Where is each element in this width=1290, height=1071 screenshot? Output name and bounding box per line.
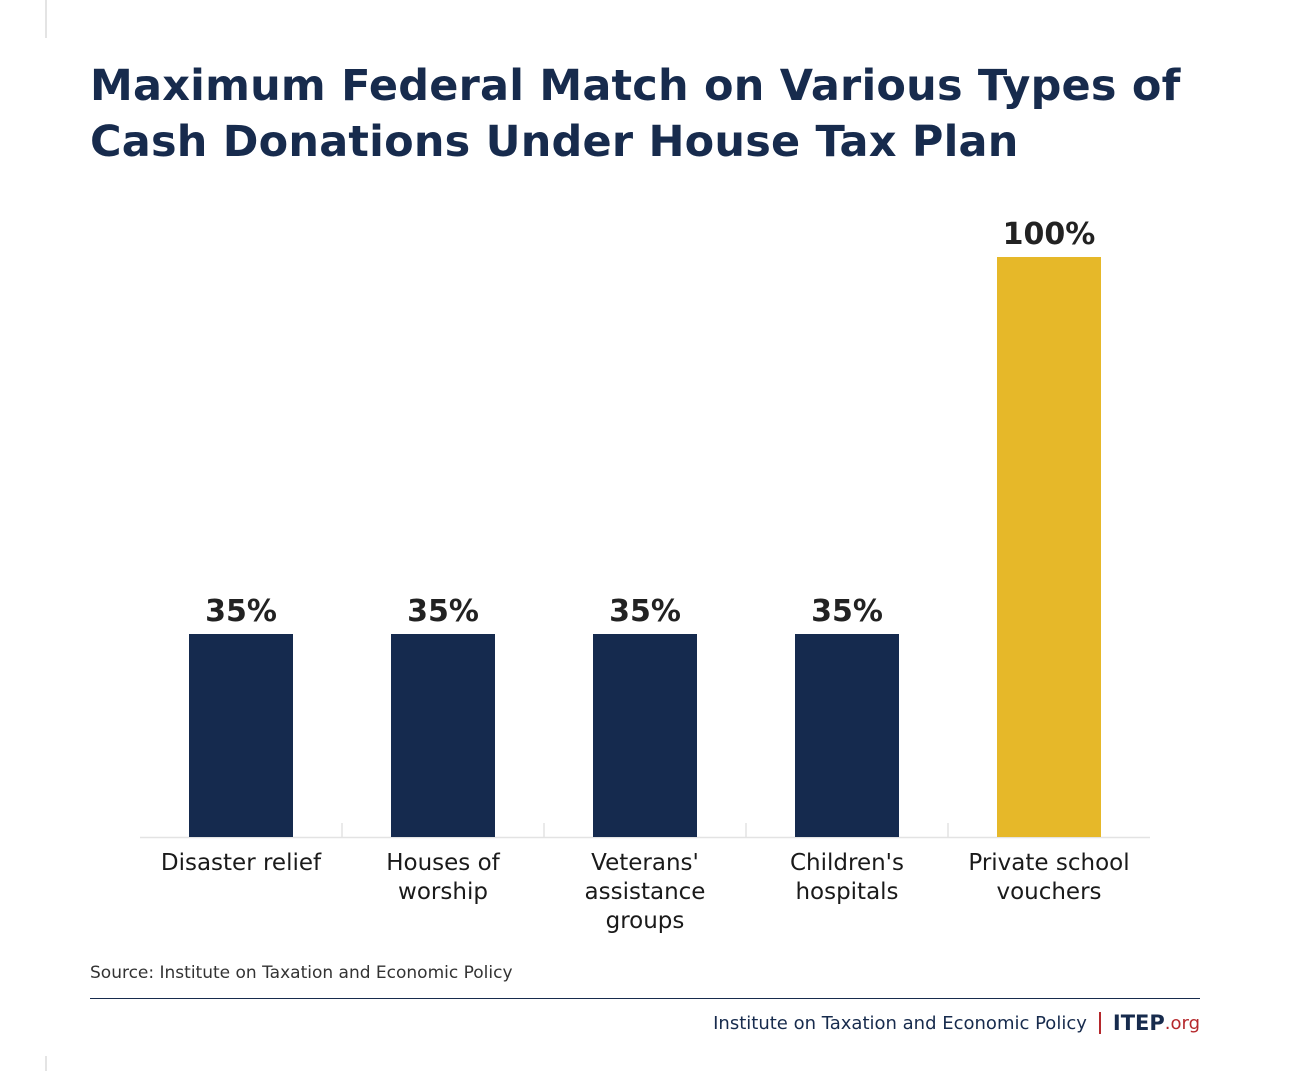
category-label: Disaster relief (161, 850, 322, 876)
bar-value-label: 35% (205, 594, 277, 629)
itep-logo-suffix: .org (1164, 1012, 1200, 1034)
category-label: assistance (585, 879, 706, 905)
category-label: groups (606, 908, 685, 934)
category-label: Private school (968, 850, 1129, 876)
bar-value-label: 35% (609, 594, 681, 629)
bar (391, 634, 495, 837)
edge-mark-top (45, 0, 47, 38)
footer: Institute on Taxation and Economic Polic… (713, 1011, 1200, 1035)
edge-mark-bottom (45, 1056, 47, 1071)
bar (593, 634, 697, 837)
itep-logo-text: ITEP (1112, 1011, 1165, 1035)
bar-value-label: 35% (811, 594, 883, 629)
chart-title: Maximum Federal Match on Various Types o… (90, 61, 1181, 167)
category-label: Children's (790, 850, 904, 876)
source-note: Source: Institute on Taxation and Econom… (90, 963, 513, 983)
bar (997, 257, 1101, 837)
bar-value-label: 35% (407, 594, 479, 629)
footer-separator (1098, 1012, 1101, 1034)
category-label: vouchers (996, 879, 1101, 905)
category-label: Houses of (386, 850, 500, 876)
category-label: hospitals (795, 879, 898, 905)
bar (189, 634, 293, 837)
footer-divider (90, 998, 1200, 999)
footer-org-name: Institute on Taxation and Economic Polic… (713, 1012, 1087, 1034)
bar (795, 634, 899, 837)
category-label: Veterans' (591, 850, 699, 876)
category-label: worship (398, 879, 488, 905)
bar-chart: 35% Disaster relief 35% Houses of worship 35%… (140, 217, 1150, 934)
bar-value-label: 100% (1003, 217, 1096, 252)
